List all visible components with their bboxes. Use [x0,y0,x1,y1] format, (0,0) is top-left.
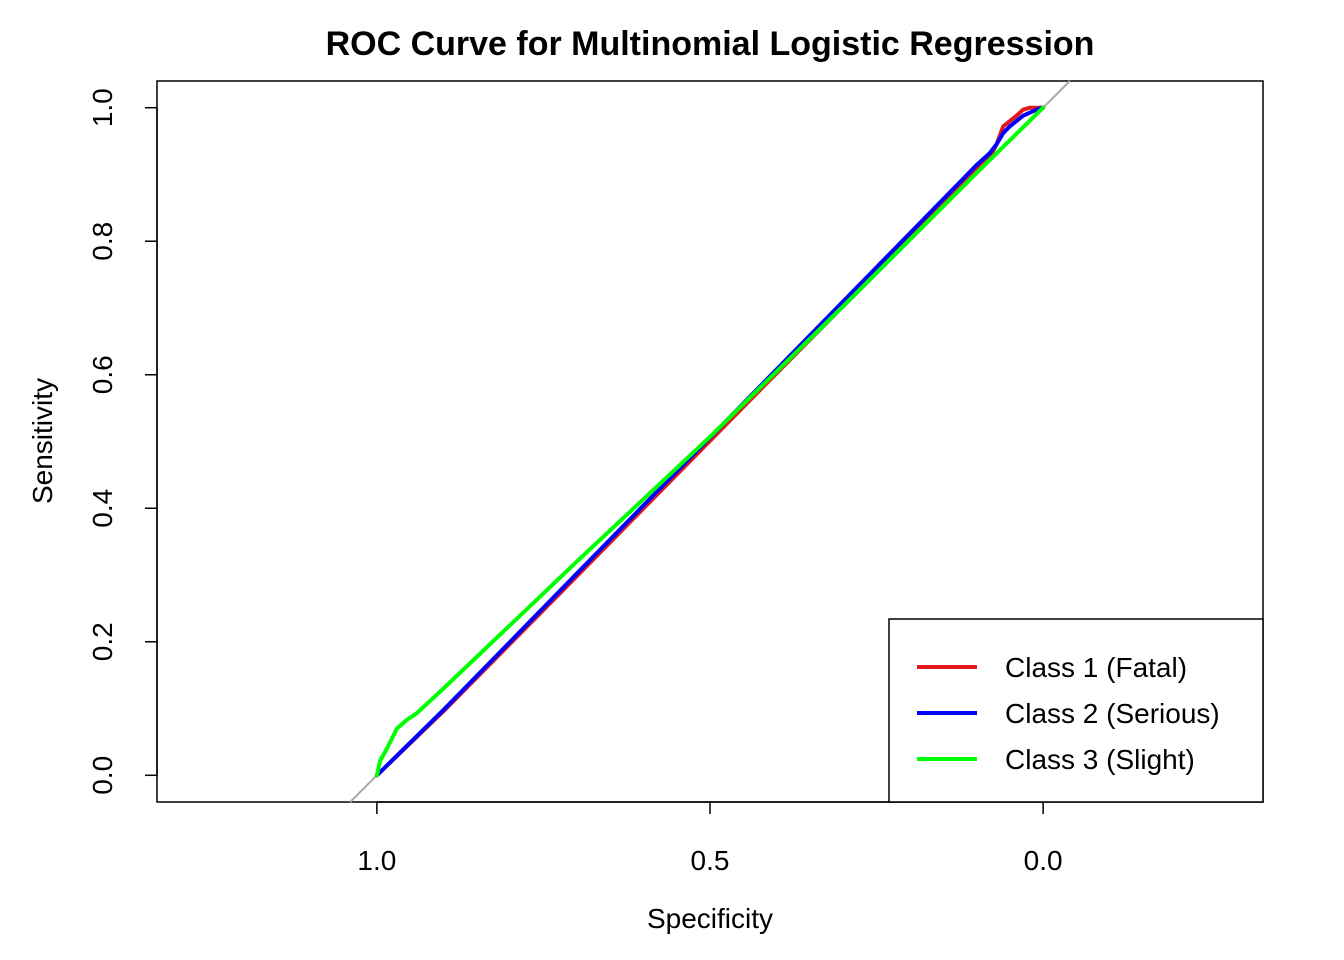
legend: Class 1 (Fatal) Class 2 (Serious) Class 3 … [888,618,1264,803]
y-tick-label: 0.0 [87,756,118,795]
legend-label-class-3: Class 3 (Slight) [1005,744,1195,775]
y-axis-label: Sensitivity [27,378,58,504]
chart-title: ROC Curve for Multinomial Logistic Regre… [326,25,1095,63]
series-layer [374,105,1046,778]
legend-box [888,618,1264,803]
x-tick-label: 1.0 [357,845,396,876]
legend-label-class-1: Class 1 (Fatal) [1005,652,1187,683]
y-tick-label: 0.6 [87,355,118,394]
series-line-class-2 [374,105,1046,778]
x-tick-label: 0.0 [1024,845,1063,876]
series-line-class-3 [374,105,1046,778]
y-tick-label: 1.0 [87,88,118,127]
x-axis: 1.0 0.5 0.0 [357,801,1063,876]
x-tick-label: 0.5 [691,845,730,876]
y-tick-label: 0.2 [87,622,118,661]
y-tick-label: 0.8 [87,222,118,261]
y-tick-label: 0.4 [87,489,118,528]
legend-label-class-2: Class 2 (Serious) [1005,698,1220,729]
x-axis-label: Specificity [647,903,773,934]
y-axis: 0.0 0.2 0.4 0.6 0.8 1.0 [87,88,158,795]
